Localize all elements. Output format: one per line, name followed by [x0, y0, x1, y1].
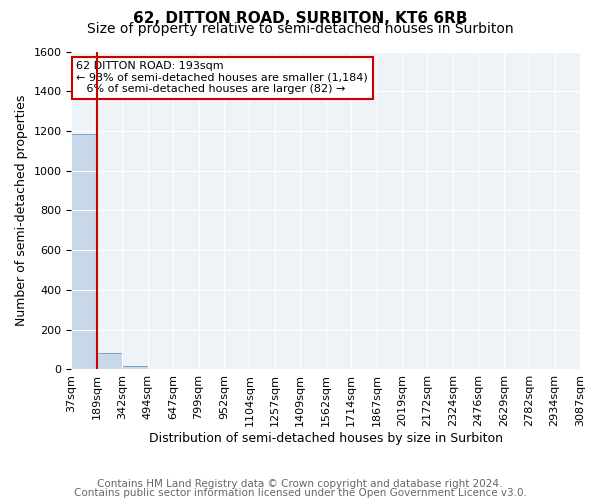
X-axis label: Distribution of semi-detached houses by size in Surbiton: Distribution of semi-detached houses by … — [149, 432, 503, 445]
Text: 62 DITTON ROAD: 193sqm
← 93% of semi-detached houses are smaller (1,184)
   6% o: 62 DITTON ROAD: 193sqm ← 93% of semi-det… — [76, 61, 368, 94]
Text: Contains HM Land Registry data © Crown copyright and database right 2024.: Contains HM Land Registry data © Crown c… — [97, 479, 503, 489]
Bar — [71, 134, 97, 370]
Bar — [97, 353, 122, 370]
Y-axis label: Number of semi-detached properties: Number of semi-detached properties — [15, 94, 28, 326]
Bar — [122, 366, 148, 370]
Text: Size of property relative to semi-detached houses in Surbiton: Size of property relative to semi-detach… — [86, 22, 514, 36]
Text: Contains public sector information licensed under the Open Government Licence v3: Contains public sector information licen… — [74, 488, 526, 498]
Text: 62, DITTON ROAD, SURBITON, KT6 6RB: 62, DITTON ROAD, SURBITON, KT6 6RB — [133, 11, 467, 26]
